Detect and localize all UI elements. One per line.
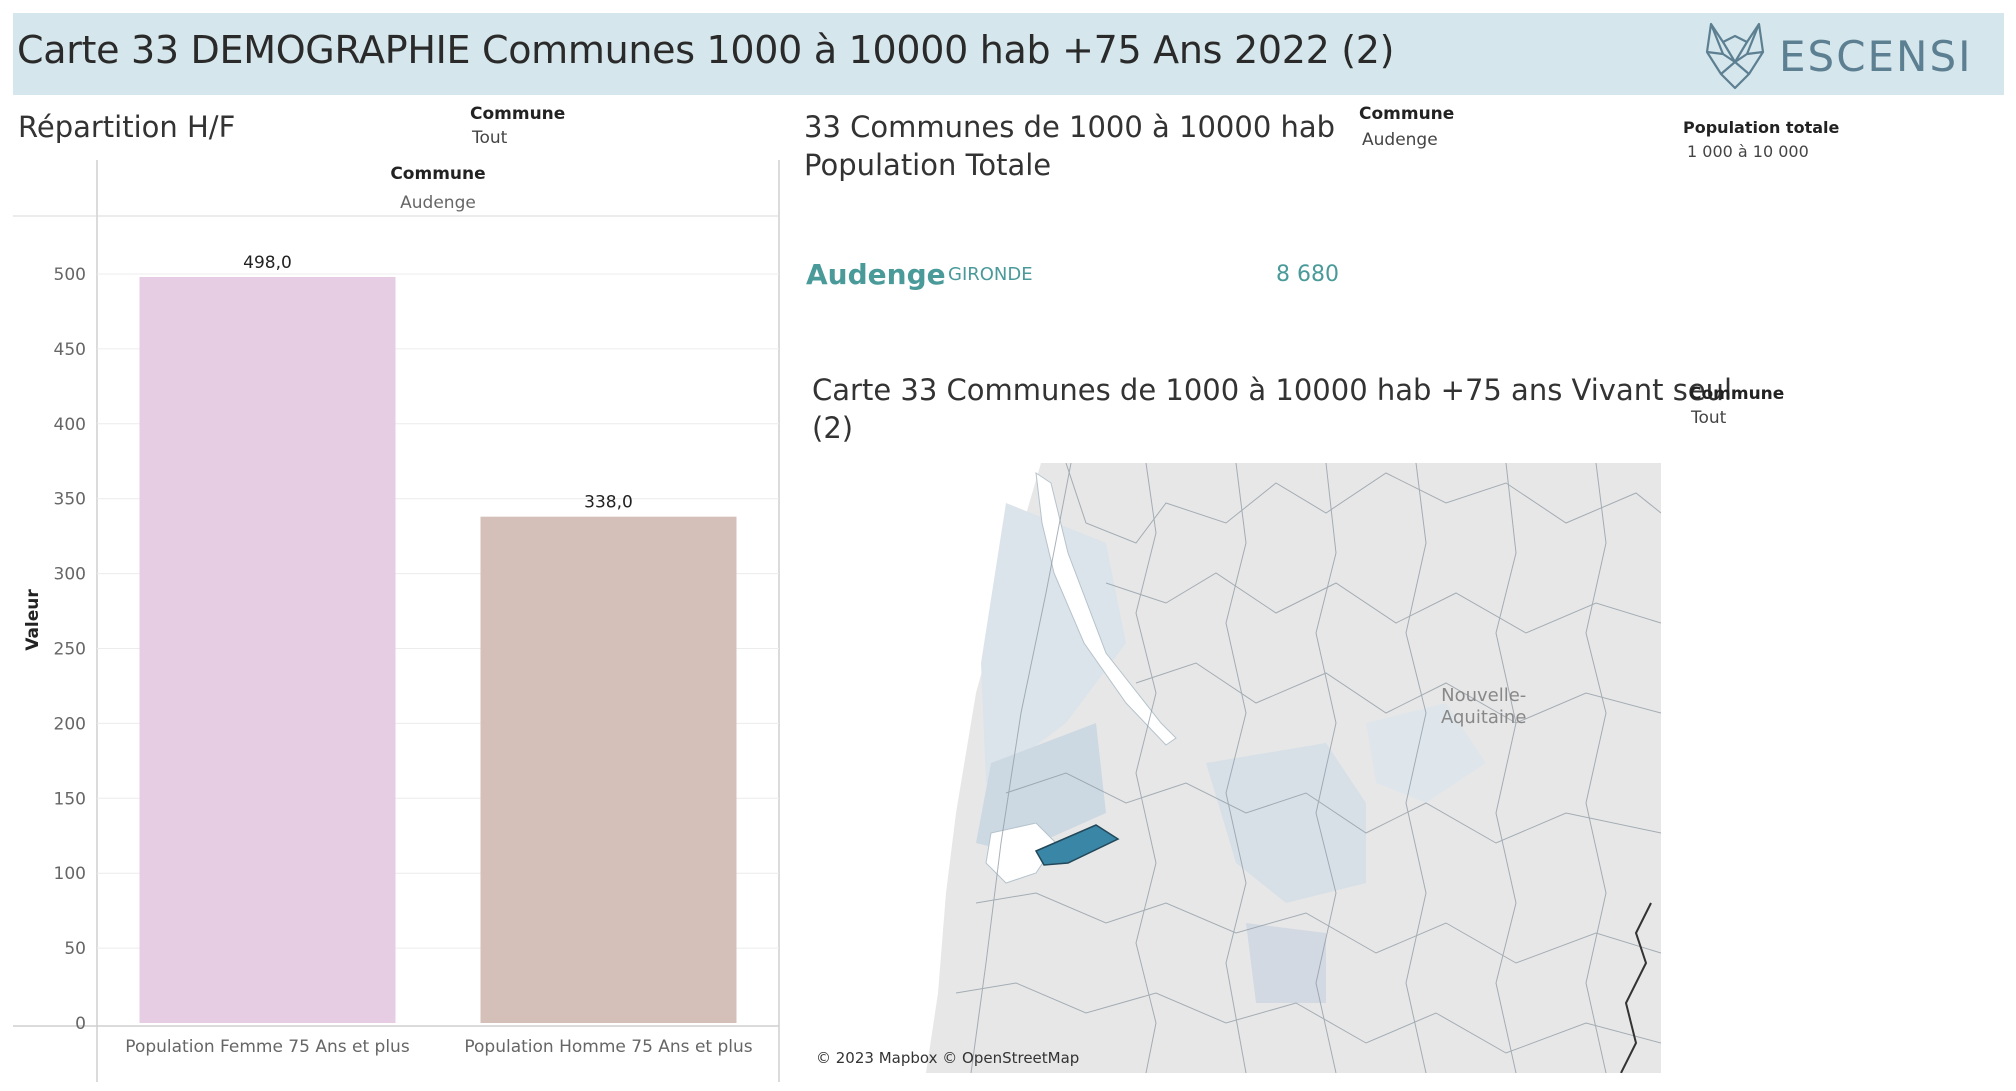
map-commune-filter-label: Commune [1689, 384, 1785, 404]
kpi-population-value: 8 680 [1276, 262, 1339, 287]
bar[interactable] [139, 276, 396, 1024]
chart-title: Répartition H/F [18, 110, 236, 144]
category-label: Population Femme 75 Ans et plus [125, 1037, 410, 1057]
map-commune-filter-value[interactable]: Tout [1691, 408, 1727, 428]
region-label-line1: Nouvelle- [1441, 685, 1527, 706]
map-shaded-area [1246, 923, 1326, 1003]
kpi-commune-name: Audenge [806, 258, 946, 291]
y-axis-label: Valeur [23, 589, 43, 651]
y-tick-label: 400 [54, 415, 86, 435]
bar-value-label: 338,0 [584, 493, 633, 513]
population-filter-label: Population totale [1683, 118, 1840, 137]
department-border [1620, 902, 1652, 1073]
kpi-title-line2: Population Totale [804, 148, 1052, 182]
map-title-line1: Carte 33 Communes de 1000 à 10000 hab +7… [812, 373, 1733, 407]
highlighted-commune[interactable] [1034, 824, 1120, 866]
commune-filter-label: Commune [470, 104, 566, 124]
map-shaded-area [1206, 743, 1366, 903]
logo-text: ESCENSI [1779, 32, 1973, 81]
y-tick-label: 150 [54, 789, 86, 809]
y-tick-label: 0 [75, 1014, 86, 1034]
column-header-label: Commune [390, 164, 485, 184]
category-label: Population Homme 75 Ans et plus [464, 1037, 752, 1057]
commune-filter-value[interactable]: Tout [472, 128, 508, 148]
y-tick-label: 450 [54, 340, 86, 360]
commune-borders [955, 463, 1661, 1073]
map-shaded-area [1366, 703, 1486, 803]
escensi-logo: ESCENSI [1703, 20, 2016, 92]
region-label: Nouvelle- Aquitaine [1441, 685, 1526, 729]
y-tick-label: 500 [54, 265, 86, 285]
column-header-value: Audenge [400, 193, 476, 213]
kpi-commune-filter-label: Commune [1359, 104, 1455, 124]
header-banner: Carte 33 DEMOGRAPHIE Communes 1000 à 100… [13, 13, 2004, 95]
ocean-area [806, 463, 1041, 1073]
wolf-icon [1705, 22, 1765, 90]
map-attribution[interactable]: © 2023 Mapbox © OpenStreetMap [816, 1049, 1080, 1067]
map-shaded-area [981, 503, 1126, 783]
dashboard-title: Carte 33 DEMOGRAPHIE Communes 1000 à 100… [17, 28, 1395, 72]
map-shaded-area [976, 723, 1106, 853]
kpi-department: GIRONDE [948, 264, 1033, 285]
map-canvas [806, 463, 1661, 1073]
commune-map[interactable]: Nouvelle- Aquitaine © 2023 Mapbox © Open… [806, 463, 1661, 1073]
region-label-line2: Aquitaine [1441, 707, 1527, 728]
chart-frame [13, 160, 780, 1082]
bar-value-label: 498,0 [243, 253, 292, 273]
y-tick-label: 100 [54, 864, 86, 884]
arcachon-basin [985, 822, 1057, 884]
estuary [1035, 471, 1177, 746]
y-tick-label: 200 [54, 714, 86, 734]
map-title-line2: (2) [812, 411, 854, 445]
population-filter-value[interactable]: 1 000 à 10 000 [1687, 142, 1809, 161]
y-tick-label: 250 [54, 640, 86, 660]
kpi-commune-filter-value[interactable]: Audenge [1362, 130, 1438, 150]
y-tick-label: 50 [64, 939, 86, 959]
y-tick-label: 350 [54, 490, 86, 510]
bar[interactable] [480, 516, 737, 1023]
y-tick-label: 300 [54, 565, 86, 585]
bar-chart: Commune Audenge Valeur 0 50 100 150 200 250 30… [13, 160, 780, 1082]
kpi-title-line1: 33 Communes de 1000 à 10000 hab [804, 110, 1336, 144]
